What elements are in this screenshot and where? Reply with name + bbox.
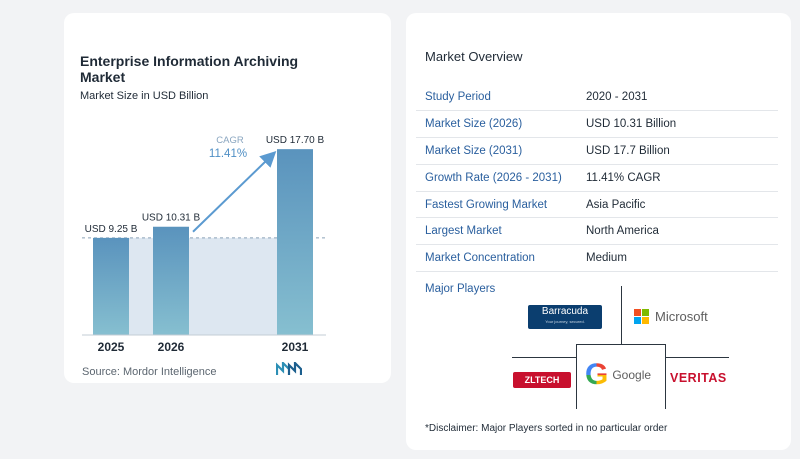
overview-row-value: USD 10.31 Billion	[586, 110, 778, 139]
bar-value-label: USD 17.70 B	[266, 135, 325, 146]
overview-row-value: North America	[586, 217, 778, 246]
growth-band	[129, 237, 277, 335]
google-logo: G Google	[585, 358, 652, 391]
bar-value-label: USD 9.25 B	[85, 224, 138, 235]
overview-row-value: 2020 - 2031	[586, 84, 778, 112]
cagr-value: 11.41%	[209, 148, 247, 160]
logo-grid-divider	[512, 357, 576, 358]
overview-row-label: Market Concentration	[416, 244, 586, 273]
overview-row: Study Period 2020 - 2031	[416, 84, 778, 112]
veritas-logo: VERITAS	[670, 371, 727, 385]
major-players-title: Major Players	[425, 283, 496, 295]
microsoft-logo: Microsoft	[634, 305, 708, 327]
overview-row: Market Size (2031) USD 17.7 Billion	[416, 137, 778, 165]
x-tick-label: 2031	[282, 340, 309, 354]
overview-row-label: Study Period	[416, 84, 586, 112]
overview-row: Market Size (2026) USD 10.31 Billion	[416, 110, 778, 139]
overview-row-label: Market Size (2031)	[416, 137, 586, 165]
chart-title: Enterprise Information Archiving Market	[80, 53, 299, 85]
overview-row-value: Medium	[586, 244, 778, 273]
bar-value-label: USD 10.31 B	[142, 213, 201, 224]
bar-2025	[93, 237, 129, 335]
overview-row-label: Largest Market	[416, 217, 586, 246]
overview-row-value: USD 17.7 Billion	[586, 137, 778, 165]
x-tick-label: 2025	[98, 340, 125, 354]
google-g-icon: G	[585, 358, 609, 391]
logo-grid-divider	[621, 286, 622, 344]
disclaimer-text: *Disclaimer: Major Players sorted in no …	[425, 423, 668, 434]
logo-grid-divider	[576, 344, 666, 345]
microsoft-windows-icon	[634, 308, 649, 324]
overview-row-label: Market Size (2026)	[416, 110, 586, 139]
overview-row: Growth Rate (2026 - 2031) 11.41% CAGR	[416, 164, 778, 192]
market-overview-title: Market Overview	[425, 49, 523, 64]
source-text: Source: Mordor Intelligence	[82, 366, 217, 378]
overview-row-label: Fastest Growing Market	[416, 191, 586, 219]
logo-grid-divider	[576, 344, 577, 409]
bar-chart: USD 9.25 B 2025 USD 10.31 B 2026 USD 17.70 B…	[82, 135, 326, 354]
cagr-label: CAGR	[216, 135, 244, 146]
barracuda-logo: Barracuda Your journey, secured.	[528, 305, 602, 329]
market-overview-table: Study Period 2020 - 2031 Market Size (2026…	[416, 84, 778, 273]
overview-row: Fastest Growing Market Asia Pacific	[416, 191, 778, 219]
x-tick-label: 2026	[158, 340, 185, 354]
bar-2026	[153, 226, 189, 335]
chart-subtitle: Market Size in USD Billion	[80, 90, 209, 102]
mordor-intelligence-logo-icon	[276, 362, 302, 375]
logo-grid-divider	[665, 344, 666, 409]
overview-row-value: 11.41% CAGR	[586, 164, 778, 192]
overview-row-label: Growth Rate (2026 - 2031)	[416, 164, 586, 192]
overview-row: Largest Market North America	[416, 217, 778, 246]
overview-row: Market Concentration Medium	[416, 244, 778, 273]
overview-row-value: Asia Pacific	[586, 191, 778, 219]
zltech-logo: ZLTECH	[513, 372, 571, 388]
cagr-arrow	[192, 150, 277, 233]
bar-2031	[277, 149, 313, 335]
logo-grid-divider	[665, 357, 729, 358]
